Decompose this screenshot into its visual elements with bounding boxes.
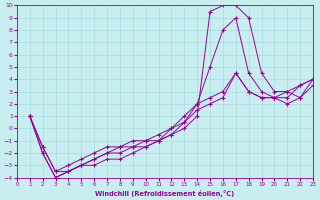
X-axis label: Windchill (Refroidissement éolien,°C): Windchill (Refroidissement éolien,°C) [95,190,235,197]
